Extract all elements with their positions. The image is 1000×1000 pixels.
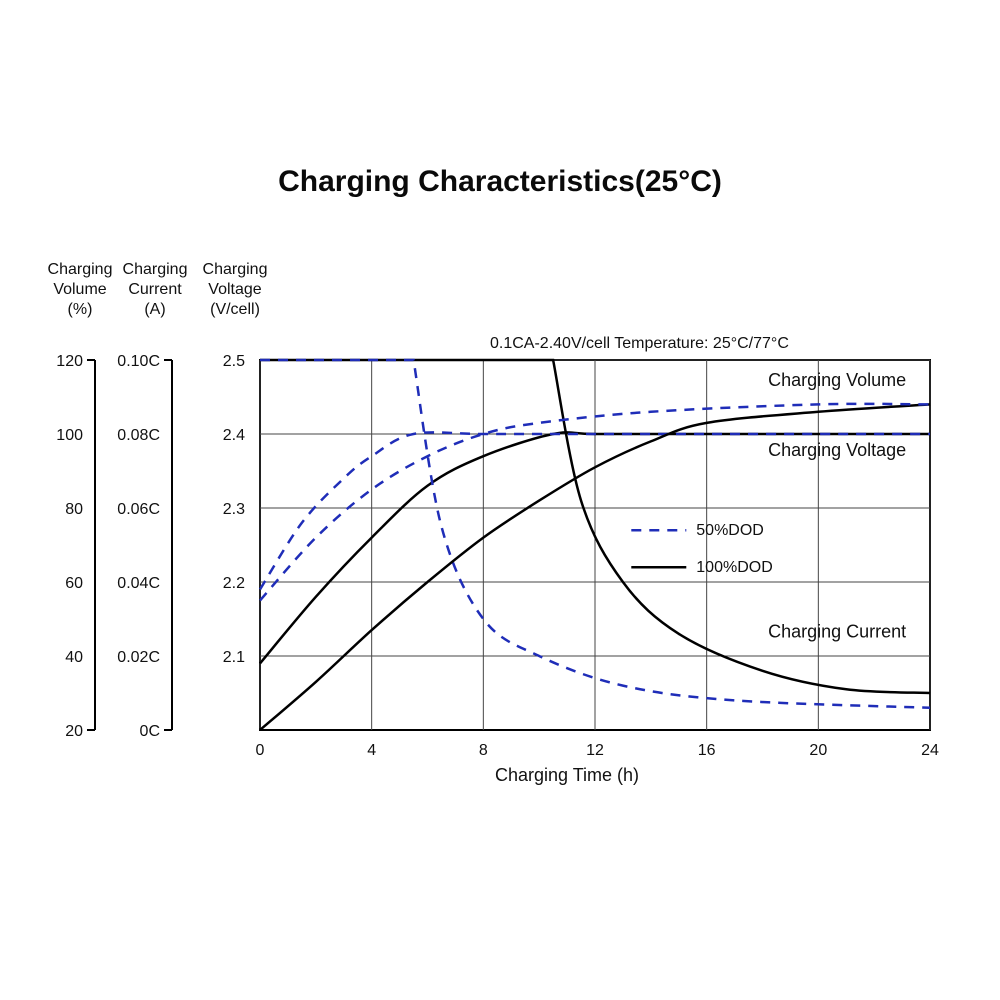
svg-text:4: 4	[367, 742, 376, 759]
svg-text:0.10C: 0.10C	[117, 353, 160, 370]
svg-text:100: 100	[56, 427, 83, 444]
svg-text:20: 20	[809, 742, 827, 759]
legend-100dod: 100%DOD	[696, 559, 772, 576]
svg-text:2.4: 2.4	[223, 427, 245, 444]
svg-text:16: 16	[698, 742, 716, 759]
svg-text:60: 60	[65, 575, 83, 592]
svg-text:8: 8	[479, 742, 488, 759]
svg-text:20: 20	[65, 723, 83, 740]
svg-text:2.3: 2.3	[223, 501, 245, 518]
legend-50dod: 50%DOD	[696, 522, 764, 539]
svg-text:0.02C: 0.02C	[117, 649, 160, 666]
svg-text:40: 40	[65, 649, 83, 666]
svg-text:12: 12	[586, 742, 604, 759]
svg-text:0.04C: 0.04C	[117, 575, 160, 592]
label-charging-current: Charging Current	[768, 622, 906, 642]
label-charging-volume: Charging Volume	[768, 370, 906, 390]
svg-text:0C: 0C	[140, 723, 160, 740]
svg-text:0: 0	[256, 742, 265, 759]
label-charging-voltage: Charging Voltage	[768, 440, 906, 460]
svg-text:0.08C: 0.08C	[117, 427, 160, 444]
svg-text:2.5: 2.5	[223, 353, 245, 370]
chart-container: Charging Characteristics(25°C) ChargingV…	[0, 0, 1000, 1000]
svg-text:0.06C: 0.06C	[117, 501, 160, 518]
svg-text:24: 24	[921, 742, 939, 759]
svg-text:2.2: 2.2	[223, 575, 245, 592]
svg-text:2.1: 2.1	[223, 649, 245, 666]
svg-text:120: 120	[56, 353, 83, 370]
svg-text:80: 80	[65, 501, 83, 518]
chart-svg: 0 4 8 12 16 20 24 2.1 2.2 2.3 2.4 2.5 20 40 60 80 100 120…	[0, 0, 1000, 1000]
